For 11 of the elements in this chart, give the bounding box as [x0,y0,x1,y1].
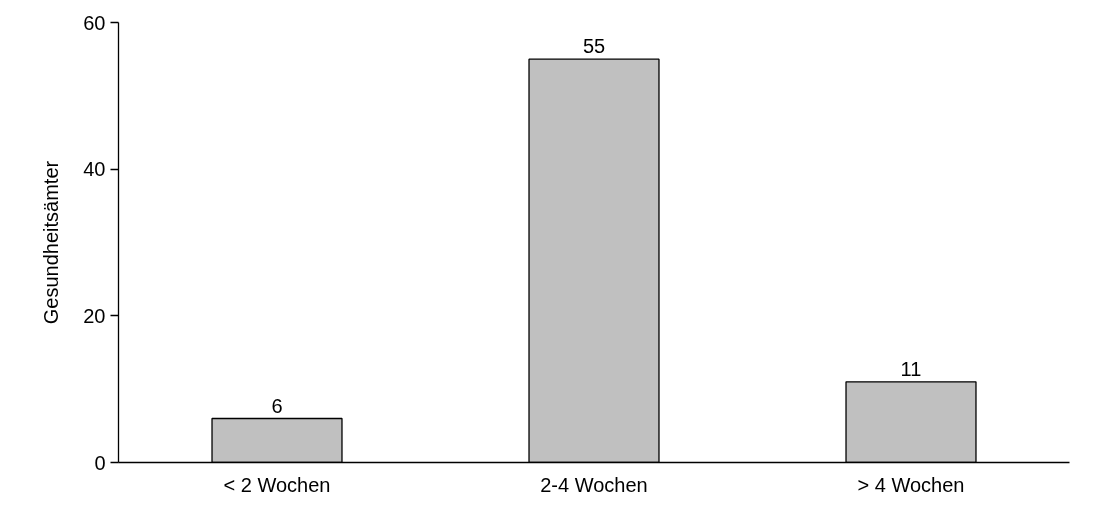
y-tick-label: 0 [94,451,106,474]
data-label: 6 [271,394,283,417]
y-axis-title: Gesundheitsämter [40,160,63,325]
y-tick-label: 20 [83,304,106,327]
x-tick-label: > 4 Wochen [857,473,965,496]
data-label: 55 [582,35,606,58]
x-tick-label: 2-4 Wochen [540,473,648,496]
y-tick-label: 40 [83,158,106,181]
data-label: 11 [900,357,922,380]
y-tick-label: 60 [83,11,106,34]
x-tick-label: < 2 Wochen [223,473,331,496]
